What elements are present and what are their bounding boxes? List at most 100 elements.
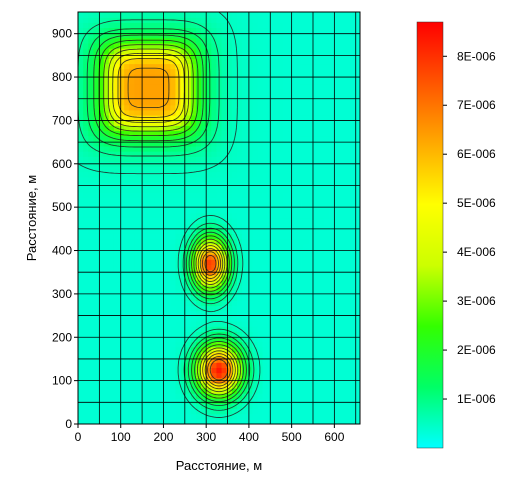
heatmap-cell — [180, 310, 187, 317]
heatmap-cell — [124, 382, 130, 389]
heatmap-cell — [216, 274, 223, 281]
heatmap-cell — [175, 42, 182, 49]
heatmap-cell — [272, 238, 279, 245]
heatmap-cell — [93, 166, 100, 173]
heatmap-cell — [149, 135, 156, 142]
heatmap-cell — [226, 94, 233, 101]
heatmap-cell — [349, 300, 356, 307]
heatmap-cell — [262, 367, 269, 374]
heatmap-cell — [349, 310, 356, 317]
heatmap-cell — [93, 125, 100, 132]
heatmap-cell — [252, 94, 259, 101]
heatmap-cell — [349, 68, 356, 75]
heatmap-cell — [277, 393, 284, 399]
heatmap-cell — [303, 17, 310, 23]
heatmap-cell — [190, 156, 197, 162]
heatmap-cell — [226, 17, 233, 23]
heatmap-cell — [195, 315, 202, 322]
heatmap-cell — [349, 331, 356, 338]
heatmap-cell — [252, 192, 259, 198]
heatmap-cell — [277, 27, 284, 34]
heatmap-cell — [108, 326, 115, 332]
heatmap-cell — [344, 192, 351, 198]
heatmap-cell — [293, 300, 300, 307]
heatmap-cell — [124, 151, 130, 157]
heatmap-cell — [170, 202, 177, 209]
heatmap-cell — [134, 27, 141, 34]
heatmap-cell — [308, 238, 315, 245]
heatmap-cell — [98, 300, 105, 307]
heatmap-cell — [242, 145, 248, 152]
heatmap-cell — [78, 171, 84, 178]
heatmap-cell — [329, 228, 335, 235]
heatmap-cell — [242, 259, 248, 265]
heatmap-cell — [113, 187, 120, 193]
heatmap-cell — [262, 176, 269, 183]
heatmap-cell — [108, 418, 115, 424]
heatmap-cell — [98, 109, 105, 116]
heatmap-cell — [252, 140, 259, 147]
heatmap-cell — [190, 140, 197, 147]
heatmap-cell — [329, 357, 335, 363]
heatmap-cell — [257, 48, 264, 54]
heatmap-cell — [262, 166, 269, 173]
heatmap-cell — [293, 17, 300, 23]
heatmap-cell — [93, 233, 100, 240]
heatmap-cell — [339, 413, 346, 420]
heatmap-cell — [354, 202, 360, 209]
heatmap-cell — [252, 284, 259, 291]
heatmap-cell — [160, 156, 166, 162]
heatmap-cell — [349, 187, 356, 193]
heatmap-cell — [211, 321, 218, 327]
heatmap-cell — [103, 346, 110, 353]
heatmap-cell — [272, 403, 279, 410]
heatmap-cell — [334, 233, 341, 240]
heatmap-cell — [180, 387, 187, 394]
heatmap-cell — [206, 27, 212, 34]
heatmap-cell — [339, 300, 346, 307]
y-tick-label: 600 — [52, 157, 72, 171]
heatmap-cell — [216, 233, 223, 240]
heatmap-cell — [329, 331, 335, 338]
heatmap-cell — [144, 48, 151, 54]
heatmap-cell — [134, 192, 141, 198]
heatmap-cell — [170, 326, 177, 332]
heatmap-cell — [298, 181, 305, 188]
heatmap-cell — [288, 212, 294, 219]
heatmap-cell — [277, 403, 284, 410]
heatmap-cell — [144, 382, 151, 389]
heatmap-cell — [170, 264, 177, 271]
heatmap-cell — [272, 336, 279, 343]
heatmap-cell — [252, 295, 259, 301]
heatmap-cell — [293, 58, 300, 65]
heatmap-cell — [83, 398, 89, 404]
heatmap-cell — [195, 63, 202, 70]
heatmap-cell — [329, 197, 335, 204]
heatmap-cell — [324, 284, 330, 291]
heatmap-cell — [93, 176, 100, 183]
heatmap-cell — [303, 259, 310, 265]
heatmap-cell — [78, 351, 84, 358]
heatmap-cell — [165, 202, 171, 209]
heatmap-cell — [247, 27, 253, 34]
heatmap-cell — [272, 321, 279, 327]
heatmap-cell — [313, 279, 320, 286]
heatmap-cell — [308, 248, 315, 255]
heatmap-cell — [324, 68, 330, 75]
heatmap-cell — [88, 228, 94, 235]
heatmap-cell — [247, 89, 253, 95]
heatmap-cell — [318, 125, 325, 132]
heatmap-cell — [298, 387, 305, 394]
heatmap-cell — [160, 166, 166, 173]
heatmap-cell — [88, 104, 94, 111]
heatmap-cell — [88, 418, 94, 424]
heatmap-cell — [206, 418, 212, 424]
heatmap-cell — [175, 326, 182, 332]
heatmap-cell — [221, 84, 228, 90]
heatmap-cell — [195, 372, 202, 379]
heatmap-cell — [108, 403, 115, 410]
heatmap-cell — [262, 362, 269, 368]
heatmap-cell — [298, 145, 305, 152]
heatmap-cell — [165, 228, 171, 235]
heatmap-cell — [83, 145, 89, 152]
